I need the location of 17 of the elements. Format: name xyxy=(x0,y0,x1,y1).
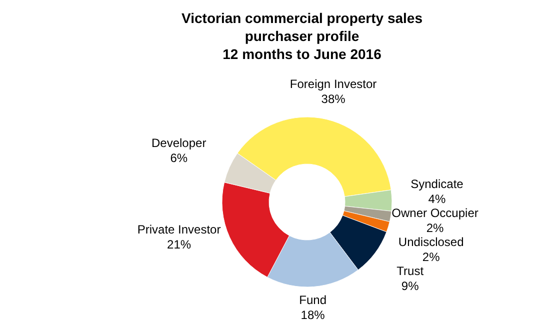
data-label: 2% xyxy=(426,221,444,236)
data-label: 18% xyxy=(300,308,326,322)
slice-label: Developer xyxy=(152,136,206,150)
data-label: 4% xyxy=(428,192,446,206)
data-label: 6% xyxy=(170,150,188,165)
slice-label: Foreign Investor xyxy=(290,76,377,91)
slice-label: Trust xyxy=(396,264,424,278)
data-label: 9% xyxy=(401,279,420,294)
slice-label: Owner Occupier xyxy=(392,206,478,220)
slice-label: Undisclosed xyxy=(398,235,464,250)
data-label: 38% xyxy=(321,92,346,106)
data-label: 2% xyxy=(422,250,440,264)
chart-title: Victorian commercial property sales purchaser profile 12 months to June 2016 xyxy=(182,10,423,62)
slice-label: Syndicate xyxy=(410,177,464,192)
data-label: 21% xyxy=(167,237,192,252)
slice-label: Fund xyxy=(299,293,327,308)
slice-label: Private Investor xyxy=(137,222,221,236)
